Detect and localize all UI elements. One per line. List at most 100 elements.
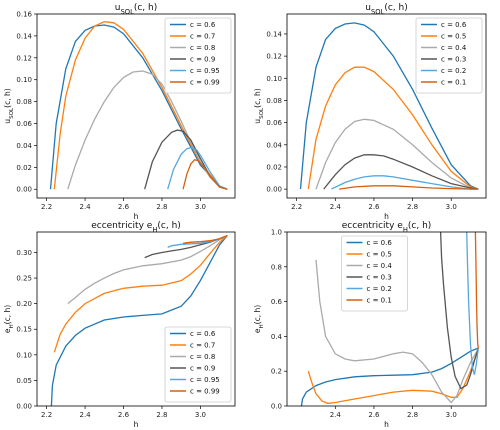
series-line-3-3: [67, 235, 228, 305]
y-tick-label: 1.0: [271, 229, 282, 237]
x-tick-label: 2.8: [156, 203, 167, 211]
y-tick-label: 0.30: [16, 249, 32, 257]
y-tick-label: 0.15: [16, 326, 32, 334]
series-line-1-2: [53, 21, 228, 190]
legend-entry: c = 0.1: [441, 79, 466, 87]
legend-entry: c = 0.4: [367, 262, 393, 270]
legend-entry: c = 0.1: [367, 297, 392, 305]
y-tick-label: 0.05: [16, 377, 32, 385]
axes-frame: [286, 13, 487, 199]
series-line-4-3: [315, 259, 479, 404]
series-line-2-5: [331, 175, 479, 190]
series-line-1-5: [167, 146, 228, 190]
chart-title: eccentricity eH(c, h): [342, 221, 432, 234]
x-tick-label: 2.2: [41, 411, 52, 419]
y-tick-label: 0.02: [16, 164, 32, 172]
chart-panel-4: 2.4 2.6 2.8 3.0 0.0 0.2 0.4 0.6 0.8 1.0 eccentrici…: [253, 221, 487, 429]
x-tick-label: 2.8: [156, 411, 167, 419]
y-tick-label: 0.2: [271, 368, 282, 376]
x-tick-label: 2.4: [330, 411, 342, 419]
chart-title: eccentricity eH(c, h): [91, 221, 181, 234]
x-axis-label: h: [134, 212, 139, 221]
series-line-3-6: [183, 234, 228, 244]
x-tick-label: 2.6: [118, 411, 130, 419]
legend-entry: c = 0.7: [190, 33, 215, 41]
y-tick-label: 0.6: [271, 298, 283, 306]
legend-entry: c = 0.9: [190, 56, 215, 64]
y-axis-label: eH(c, h): [253, 305, 265, 333]
x-tick-label: 2.8: [407, 411, 418, 419]
legend-entry: c = 0.5: [367, 251, 392, 259]
axes-frame: [286, 231, 487, 407]
y-tick-label: 0.10: [266, 75, 282, 83]
y-tick-label: 0.08: [266, 97, 282, 105]
legend-entry: c = 0.95: [190, 376, 220, 384]
legend-entry: c = 0.99: [190, 79, 220, 87]
series-line-1-1: [49, 24, 228, 190]
series-line-2-3: [315, 118, 479, 190]
chart-panel-2: 2.2 2.4 2.6 2.8 3.0 0.00 0.02 0.04 0.06 0.08 0.10 0…: [253, 3, 487, 221]
y-tick-label: 0.20: [16, 300, 32, 308]
legend-entry: c = 0.3: [367, 274, 392, 282]
y-tick-label: 0.08: [16, 98, 32, 106]
legend-entry: c = 0.6: [190, 330, 216, 338]
legend-entry: c = 0.95: [190, 67, 220, 75]
series-line-4-5: [466, 232, 479, 375]
legend-entry: c = 0.8: [190, 44, 215, 52]
x-tick-label: 2.4: [79, 411, 91, 419]
series-line-4-6: [474, 232, 479, 349]
y-tick-label: 0.06: [16, 120, 32, 128]
chart-title: uSOL(c, h): [365, 3, 407, 16]
x-tick-label: 3.0: [195, 203, 206, 211]
series-line-3-2: [53, 235, 228, 353]
series-line-3-1: [50, 235, 228, 406]
x-tick-label: 2.6: [118, 203, 130, 211]
legend: c = 0.6 c = 0.5 c = 0.4 c = 0.3 c = 0.2 c = 0…: [341, 235, 408, 312]
y-tick-label: 0.04: [266, 141, 282, 149]
legend-entry: c = 0.2: [441, 67, 466, 75]
series-line-1-6: [182, 158, 228, 190]
y-tick-label: 0.25: [16, 275, 32, 283]
legend-entry: c = 0.5: [441, 33, 466, 41]
x-tick-label: 2.6: [368, 411, 380, 419]
x-axis-label: h: [384, 212, 389, 221]
y-tick-label: 0.04: [16, 142, 32, 150]
legend-entry: c = 0.7: [190, 342, 215, 350]
x-axis-label: h: [384, 420, 389, 429]
y-axis-label: uSOL(c, h): [3, 88, 15, 123]
x-tick-label: 2.4: [330, 203, 342, 211]
series-line-2-6: [339, 185, 479, 190]
legend-entry: c = 0.9: [190, 365, 215, 373]
series-line-4-1: [300, 347, 479, 406]
legend-entry: c = 0.4: [441, 44, 467, 52]
y-tick-label: 0.12: [266, 53, 282, 61]
y-axis-label: eH(c, h): [3, 305, 15, 333]
legend-entry: c = 0.6: [441, 21, 467, 29]
legend-entry: c = 0.3: [441, 56, 466, 64]
axes-frame: [36, 231, 236, 407]
series-line-2-1: [299, 22, 479, 190]
y-tick-label: 0.0: [271, 403, 282, 411]
y-tick-label: 0.8: [271, 263, 282, 271]
y-tick-label: 0.10: [16, 76, 32, 84]
y-tick-label: 0.00: [16, 403, 32, 411]
x-tick-label: 2.6: [368, 203, 380, 211]
x-tick-label: 2.2: [291, 203, 302, 211]
legend: c = 0.6 c = 0.7 c = 0.8 c = 0.9 c = 0.95 c = …: [164, 17, 232, 94]
y-axis-label: uSOL(c, h): [253, 88, 265, 123]
x-tick-label: 3.0: [195, 411, 206, 419]
y-tick-label: 0.16: [16, 11, 32, 19]
legend-entry: c = 0.6: [367, 239, 393, 247]
legend: c = 0.6 c = 0.5 c = 0.4 c = 0.3 c = 0.2 c = 0…: [415, 17, 483, 94]
x-tick-label: 2.4: [79, 203, 91, 211]
legend-entry: c = 0.8: [190, 353, 215, 361]
x-axis-label: h: [134, 420, 139, 429]
x-tick-label: 3.0: [446, 203, 457, 211]
series-line-4-4: [439, 232, 479, 390]
chart-title: uSOL(c, h): [115, 3, 157, 16]
y-tick-label: 0.02: [266, 163, 282, 171]
y-tick-label: 0.12: [16, 54, 32, 62]
x-tick-label: 2.8: [407, 203, 418, 211]
legend-entry: c = 0.99: [190, 388, 220, 396]
